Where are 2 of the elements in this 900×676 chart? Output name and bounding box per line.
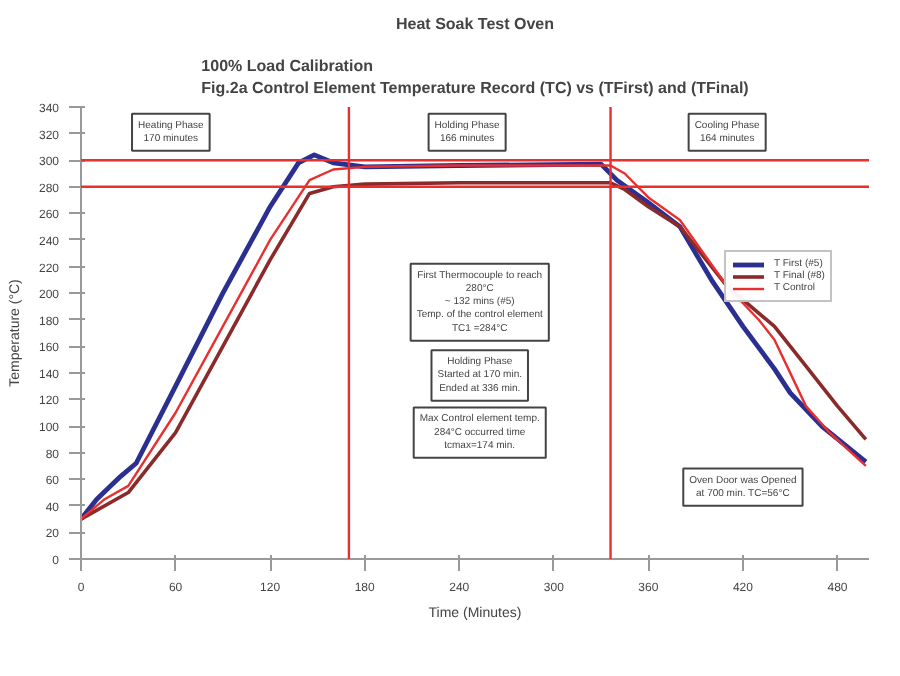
chart-subtitle: 100% Load Calibration Fig.2a Control Element Temperature Record (TC) vs (TFirst) and (TFinal) bbox=[201, 57, 750, 97]
chart-title: Heat Soak Test Oven bbox=[396, 15, 555, 33]
